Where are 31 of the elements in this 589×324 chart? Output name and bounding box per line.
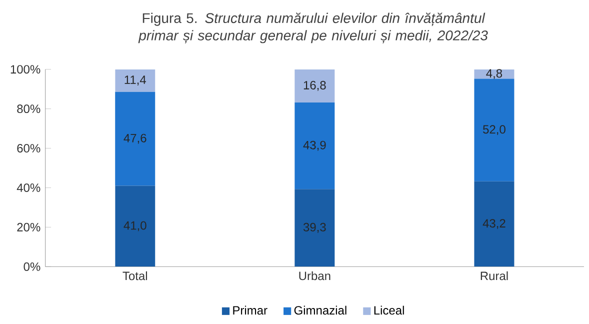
legend-label: Liceal	[374, 306, 404, 315]
legend-label: Primar	[233, 306, 268, 315]
bar	[115, 92, 156, 186]
data-label: 11,4	[124, 76, 146, 86]
y-tick-label: 100%	[10, 65, 40, 74]
y-tick-label: 80%	[17, 104, 40, 114]
bar	[294, 189, 335, 267]
y-tick-label: 20%	[17, 222, 40, 232]
data-label: 39,3	[303, 222, 326, 233]
x-tick-label: Rural	[480, 271, 508, 280]
bar	[474, 181, 514, 267]
y-tick-label: 0%	[24, 262, 40, 271]
bar	[115, 186, 156, 267]
x-tick-label: Total	[122, 271, 147, 280]
data-label: 43,9	[303, 140, 326, 151]
data-label: 52,0	[483, 125, 506, 136]
chart-title: Figura 5. Structura numărului elevilor din învățământul primar și secundar general pe niveluri și medii, 2022/23	[138, 12, 488, 44]
legend-label: Gimnazial	[294, 306, 346, 315]
data-label: 41,0	[124, 221, 146, 232]
data-label: 43,2	[482, 219, 506, 229]
data-label: 16,8	[304, 80, 326, 91]
data-label: 4,8	[486, 69, 502, 80]
bar	[294, 69, 335, 102]
y-tick-label: 60%	[17, 144, 40, 153]
y-tick-label: 40%	[16, 183, 40, 192]
bar	[474, 69, 514, 79]
x-tick-label: Urban	[299, 271, 330, 280]
bar	[115, 69, 156, 92]
bar	[294, 102, 335, 190]
bar	[474, 78, 514, 182]
data-label: 47,6	[124, 134, 146, 144]
